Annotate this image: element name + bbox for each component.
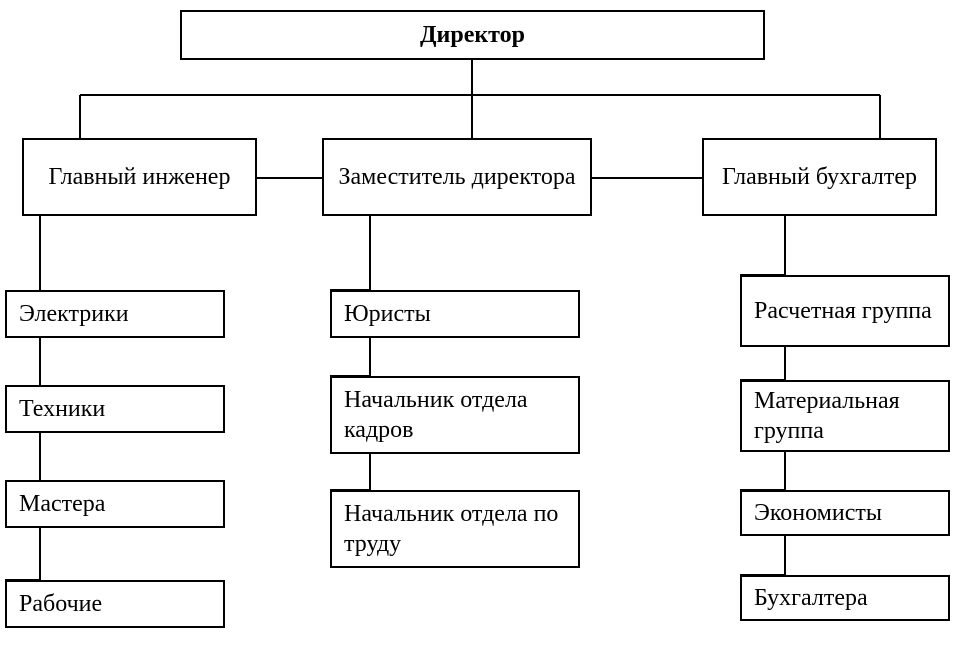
node-hr-head: Начальник отдела кадров bbox=[330, 376, 580, 454]
node-label: Заместитель директора bbox=[338, 162, 575, 192]
node-deputy-director: Заместитель директора bbox=[322, 138, 592, 216]
node-label: Расчетная группа bbox=[754, 296, 932, 326]
node-label: Юристы bbox=[344, 299, 431, 329]
node-director: Директор bbox=[180, 10, 765, 60]
node-masters: Мастера bbox=[5, 480, 225, 528]
node-label: Начальник от­дела по труду bbox=[344, 499, 566, 559]
node-label: Экономисты bbox=[754, 498, 882, 528]
node-calc-group: Расчетная группа bbox=[740, 275, 950, 347]
node-label: Материаль­ная группа bbox=[754, 386, 936, 446]
node-electricians: Электрики bbox=[5, 290, 225, 338]
node-chief-accountant: Главный бухгалтер bbox=[702, 138, 937, 216]
node-label: Техники bbox=[19, 394, 105, 424]
node-lawyers: Юристы bbox=[330, 290, 580, 338]
node-material-group: Материаль­ная группа bbox=[740, 380, 950, 452]
node-label: Электрики bbox=[19, 299, 129, 329]
node-label: Главный инженер bbox=[49, 162, 231, 192]
node-technicians: Техники bbox=[5, 385, 225, 433]
node-workers: Рабочие bbox=[5, 580, 225, 628]
node-label: Бухгалтера bbox=[754, 583, 868, 613]
node-economists: Экономисты bbox=[740, 490, 950, 536]
node-chief-engineer: Главный инженер bbox=[22, 138, 257, 216]
node-label: Начальник отдела кадров bbox=[344, 385, 566, 445]
node-label: Мастера bbox=[19, 489, 105, 519]
node-label: Рабочие bbox=[19, 589, 102, 619]
node-label: Главный бухгалтер bbox=[722, 162, 917, 192]
node-label: Директор bbox=[420, 20, 525, 50]
node-accountants: Бухгалтера bbox=[740, 575, 950, 621]
node-labor-dept-head: Начальник от­дела по труду bbox=[330, 490, 580, 568]
